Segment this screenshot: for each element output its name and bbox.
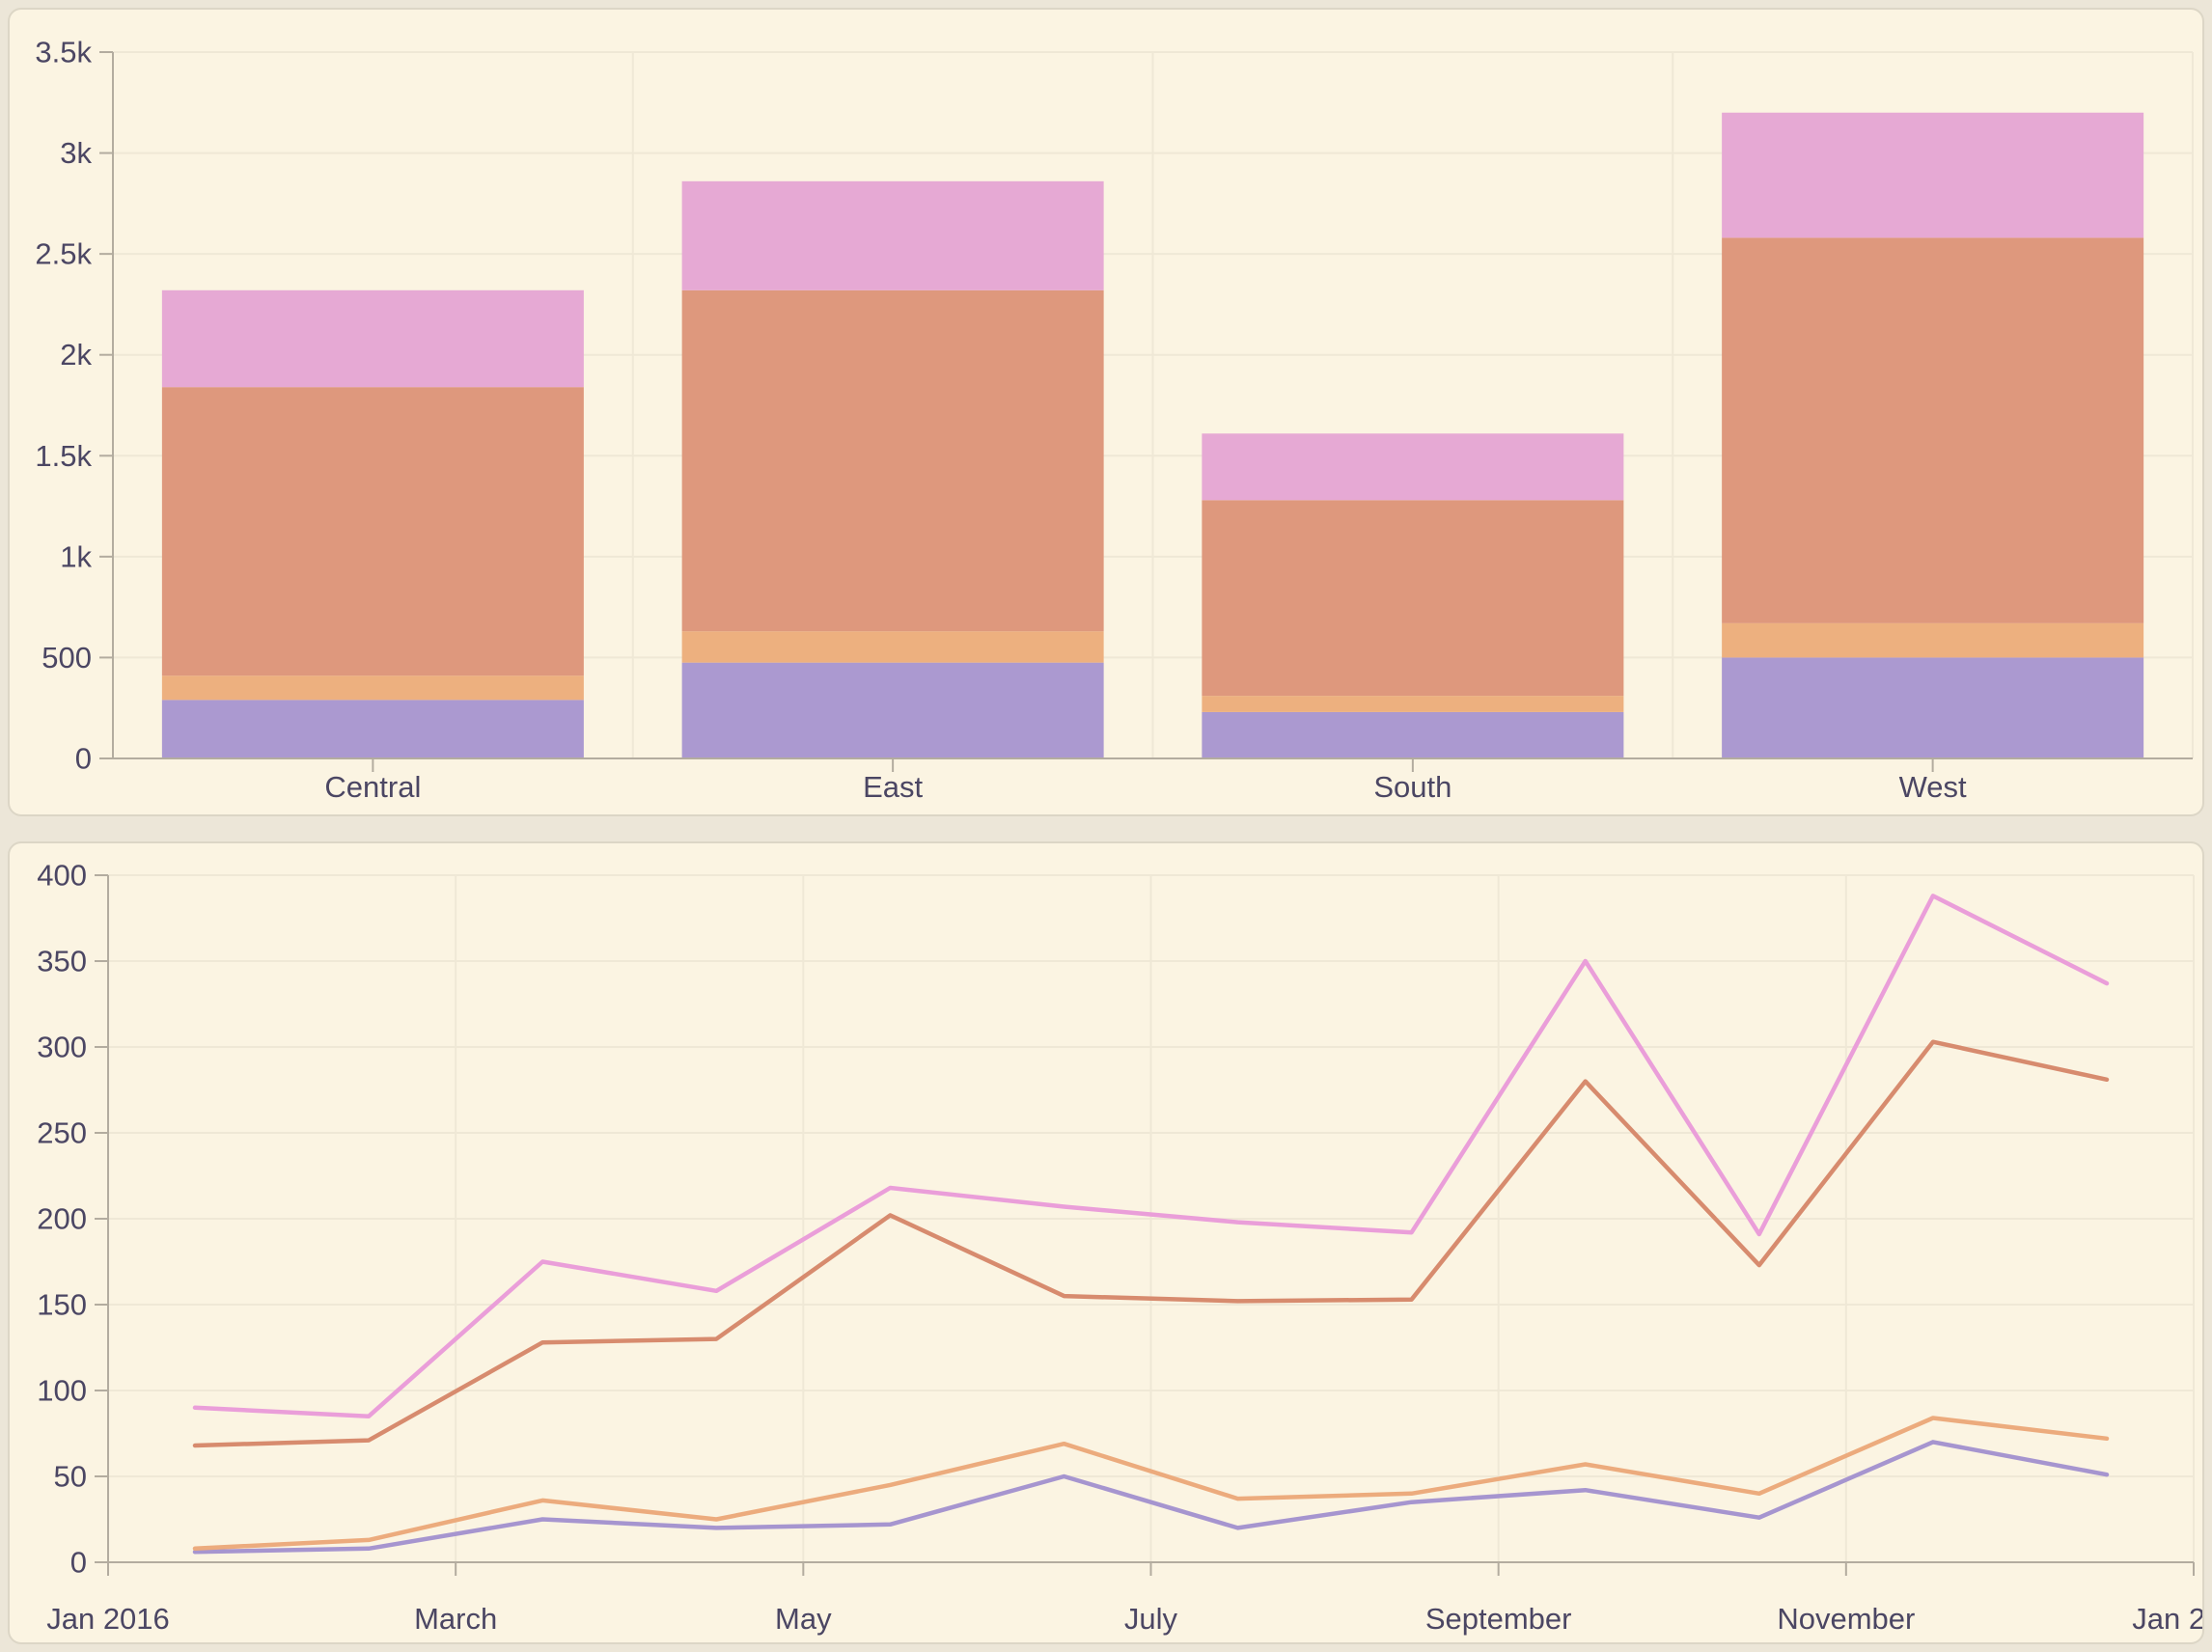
bar-segment-central-pink-series[interactable] bbox=[161, 289, 584, 388]
bar-segment-south-purple-series[interactable] bbox=[1202, 711, 1624, 758]
bar-segment-west-peach-series[interactable] bbox=[1722, 622, 2144, 658]
x-axis-category-label: West bbox=[1899, 770, 1967, 804]
line-purple-series[interactable] bbox=[192, 1440, 2110, 1555]
y-axis-tick-label: 0 bbox=[70, 1546, 87, 1580]
bar-segment-central-purple-series[interactable] bbox=[161, 700, 584, 758]
y-axis-tick-label: 0 bbox=[75, 742, 92, 776]
line-chart-panel: 0 50 100 150 200 250 300 350 400 Jan 2016 March May… bbox=[8, 841, 2204, 1644]
bar-segment-west-purple-series[interactable] bbox=[1722, 657, 2144, 758]
stacked-bar-chart: 0 500 1k 1.5k 2k 2.5k 3k 3.5k Central East South We… bbox=[35, 36, 2194, 804]
y-axis-tick-label: 400 bbox=[37, 859, 87, 893]
line-pink-series[interactable] bbox=[192, 894, 2110, 1418]
y-axis-tick-label: 250 bbox=[37, 1116, 87, 1150]
y-axis-tick-label: 3.5k bbox=[35, 36, 92, 69]
x-axis-tick-label: Jan 2016 bbox=[46, 1602, 170, 1636]
bar-segment-east-salmon-series[interactable] bbox=[681, 289, 1104, 632]
y-axis-tick-label: 1.5k bbox=[35, 439, 92, 473]
x-axis-tick-label: Jan 2017 bbox=[2132, 1602, 2202, 1636]
bar-segment-east-pink-series[interactable] bbox=[681, 180, 1104, 290]
y-axis-tick-label: 2.5k bbox=[35, 237, 92, 271]
x-axis-category-label: South bbox=[1373, 770, 1452, 804]
line-peach-series[interactable] bbox=[192, 1416, 2110, 1552]
bar-segment-central-peach-series[interactable] bbox=[161, 675, 584, 701]
x-axis-tick-label: November bbox=[1777, 1602, 1915, 1636]
x-axis-category-label: East bbox=[863, 770, 923, 804]
bar-segment-south-pink-series[interactable] bbox=[1202, 433, 1624, 501]
y-axis-tick-label: 1k bbox=[60, 539, 92, 573]
y-axis-tick-label: 150 bbox=[37, 1288, 87, 1322]
bar-segment-west-pink-series[interactable] bbox=[1722, 112, 2144, 238]
bar-chart-panel: 0 500 1k 1.5k 2k 2.5k 3k 3.5k Central East South We… bbox=[8, 8, 2204, 816]
y-axis-tick-label: 2k bbox=[60, 338, 92, 372]
y-axis-tick-label: 100 bbox=[37, 1374, 87, 1408]
y-axis-tick-label: 350 bbox=[37, 945, 87, 978]
line-salmon-series[interactable] bbox=[192, 1039, 2110, 1448]
y-axis-tick-label: 50 bbox=[54, 1460, 87, 1494]
x-axis-category-label: Central bbox=[324, 770, 421, 804]
bar-segment-east-peach-series[interactable] bbox=[681, 631, 1104, 663]
bar-segment-east-purple-series[interactable] bbox=[681, 662, 1104, 758]
bar-segment-south-peach-series[interactable] bbox=[1202, 696, 1624, 712]
line-chart: 0 50 100 150 200 250 300 350 400 Jan 2016 March May… bbox=[37, 859, 2202, 1637]
bar-segment-south-salmon-series[interactable] bbox=[1202, 500, 1624, 697]
bar-segment-west-salmon-series[interactable] bbox=[1722, 237, 2144, 623]
x-axis-tick-label: March bbox=[414, 1602, 497, 1636]
x-axis-tick-label: May bbox=[775, 1602, 832, 1636]
y-axis-tick-label: 500 bbox=[41, 641, 92, 675]
bar-segment-central-salmon-series[interactable] bbox=[161, 387, 584, 676]
y-axis-tick-label: 3k bbox=[60, 136, 92, 170]
x-axis-tick-label: September bbox=[1425, 1602, 1572, 1636]
y-axis-tick-label: 200 bbox=[37, 1202, 87, 1236]
x-axis-tick-label: July bbox=[1124, 1602, 1178, 1636]
y-axis-tick-label: 300 bbox=[37, 1031, 87, 1064]
